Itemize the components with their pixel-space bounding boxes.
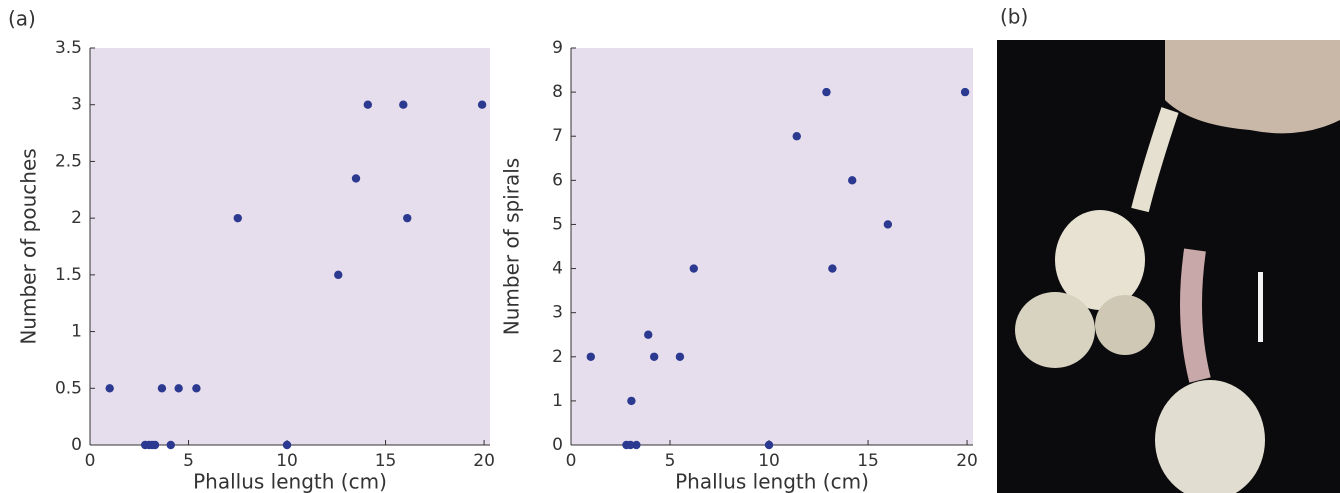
x-tick-label: 10 — [758, 451, 780, 471]
point — [586, 352, 596, 361]
point — [233, 213, 242, 223]
y-tick-label: 0.5 — [55, 378, 82, 398]
y-tick-label: 4 — [552, 259, 563, 279]
y-tick-label: 9 — [552, 38, 563, 58]
point — [632, 440, 641, 450]
y-tick-label: 0 — [71, 435, 82, 455]
x-tick-label: 15 — [375, 451, 397, 471]
point — [675, 352, 685, 361]
panel-label: (b) — [1000, 5, 1028, 29]
plot-area — [571, 48, 973, 445]
x-tick-label: 15 — [857, 451, 879, 471]
point — [334, 270, 343, 280]
y-tick-label: 1.5 — [55, 265, 82, 285]
plot-area — [90, 48, 490, 445]
point — [848, 176, 857, 185]
point — [174, 384, 183, 393]
x-tick-label: 10 — [276, 451, 298, 471]
y-tick-label: 1 — [552, 391, 563, 411]
x-axis-label: Phallus length (cm) — [675, 470, 869, 493]
y-axis-label: Number of spirals — [500, 158, 524, 335]
point — [166, 440, 175, 450]
x-tick-label: 0 — [566, 451, 577, 471]
y-tick-label: 6 — [552, 170, 563, 190]
point — [363, 100, 373, 109]
y-tick-label: 2 — [71, 208, 82, 228]
x-tick-label: 20 — [473, 451, 495, 471]
point — [960, 87, 970, 97]
y-tick-label: 0 — [552, 435, 563, 455]
point — [150, 440, 160, 450]
point — [764, 440, 774, 450]
point — [105, 384, 114, 393]
point — [828, 264, 837, 273]
y-tick-label: 1 — [71, 322, 82, 342]
x-axis-label: Phallus length (cm) — [193, 470, 387, 493]
point — [627, 396, 636, 406]
y-tick-label: 2.5 — [55, 151, 82, 171]
y-tick-label: 3 — [71, 95, 82, 115]
x-tick-label: 20 — [956, 451, 978, 471]
point — [822, 87, 831, 97]
point — [883, 220, 893, 229]
x-tick-label: 5 — [665, 451, 676, 471]
point — [792, 132, 801, 141]
y-tick-label: 7 — [552, 126, 563, 146]
point — [399, 100, 408, 109]
point — [403, 213, 412, 223]
y-tick-label: 3.5 — [55, 38, 82, 58]
point — [192, 384, 201, 393]
point — [689, 264, 698, 273]
point — [477, 100, 487, 109]
point — [626, 440, 635, 450]
point — [644, 330, 653, 339]
photo — [997, 40, 1340, 493]
y-axis-label: Number of pouches — [17, 148, 41, 344]
point — [649, 352, 659, 361]
y-tick-label: 5 — [552, 214, 563, 234]
y-tick-label: 3 — [552, 303, 563, 323]
point — [282, 440, 292, 450]
x-tick-label: 0 — [85, 451, 96, 471]
y-tick-label: 8 — [552, 82, 563, 102]
point — [351, 174, 361, 183]
y-tick-label: 2 — [552, 347, 563, 367]
panel-label: (a) — [8, 7, 36, 31]
point — [157, 384, 167, 393]
x-tick-label: 5 — [183, 451, 194, 471]
